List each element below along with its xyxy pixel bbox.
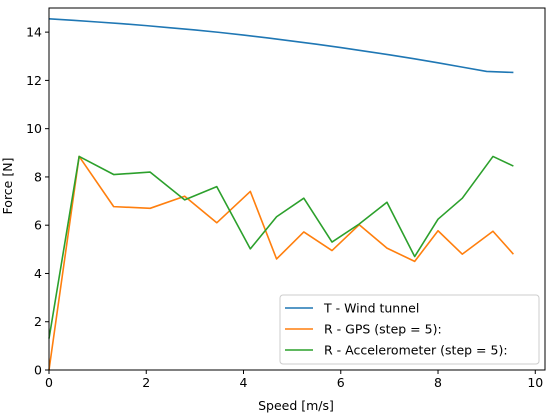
plot-frame	[48, 7, 546, 371]
x-tick-label: 0	[45, 375, 53, 390]
x-axis-label: Speed [m/s]	[258, 398, 334, 413]
series-line-3	[48, 155, 514, 339]
legend: T - Wind tunnel R - GPS (step = 5): R - Ac…	[279, 294, 540, 365]
x-tick-label: 2	[142, 375, 150, 390]
y-tick-label: 4	[34, 266, 42, 281]
x-tick-label: 8	[434, 375, 442, 390]
x-tick-label: 6	[337, 375, 345, 390]
x-tick-label: 10	[527, 375, 543, 390]
legend-label-3: R - Accelerometer (step = 5):	[324, 343, 508, 358]
y-tick-label: 10	[26, 121, 42, 136]
x-tick-label: 4	[240, 375, 248, 390]
y-tick-label: 2	[34, 314, 42, 329]
axes: 0 2 4 6 8 10 0 2 4 6 8 10 12 14	[26, 7, 546, 390]
series-line-1	[48, 18, 514, 74]
y-tick-label: 8	[34, 169, 42, 184]
y-axis-label: Force [N]	[0, 158, 15, 215]
plot-area	[48, 18, 514, 371]
y-tick-label: 0	[34, 363, 42, 378]
legend-box	[279, 294, 540, 365]
legend-label-2: R - GPS (step = 5):	[324, 322, 442, 337]
series-line-2	[48, 155, 514, 371]
y-tick-label: 6	[34, 218, 42, 233]
legend-label-1: T - Wind tunnel	[323, 301, 419, 316]
y-tick-label: 12	[26, 73, 42, 88]
y-tick-label: 14	[26, 25, 42, 40]
